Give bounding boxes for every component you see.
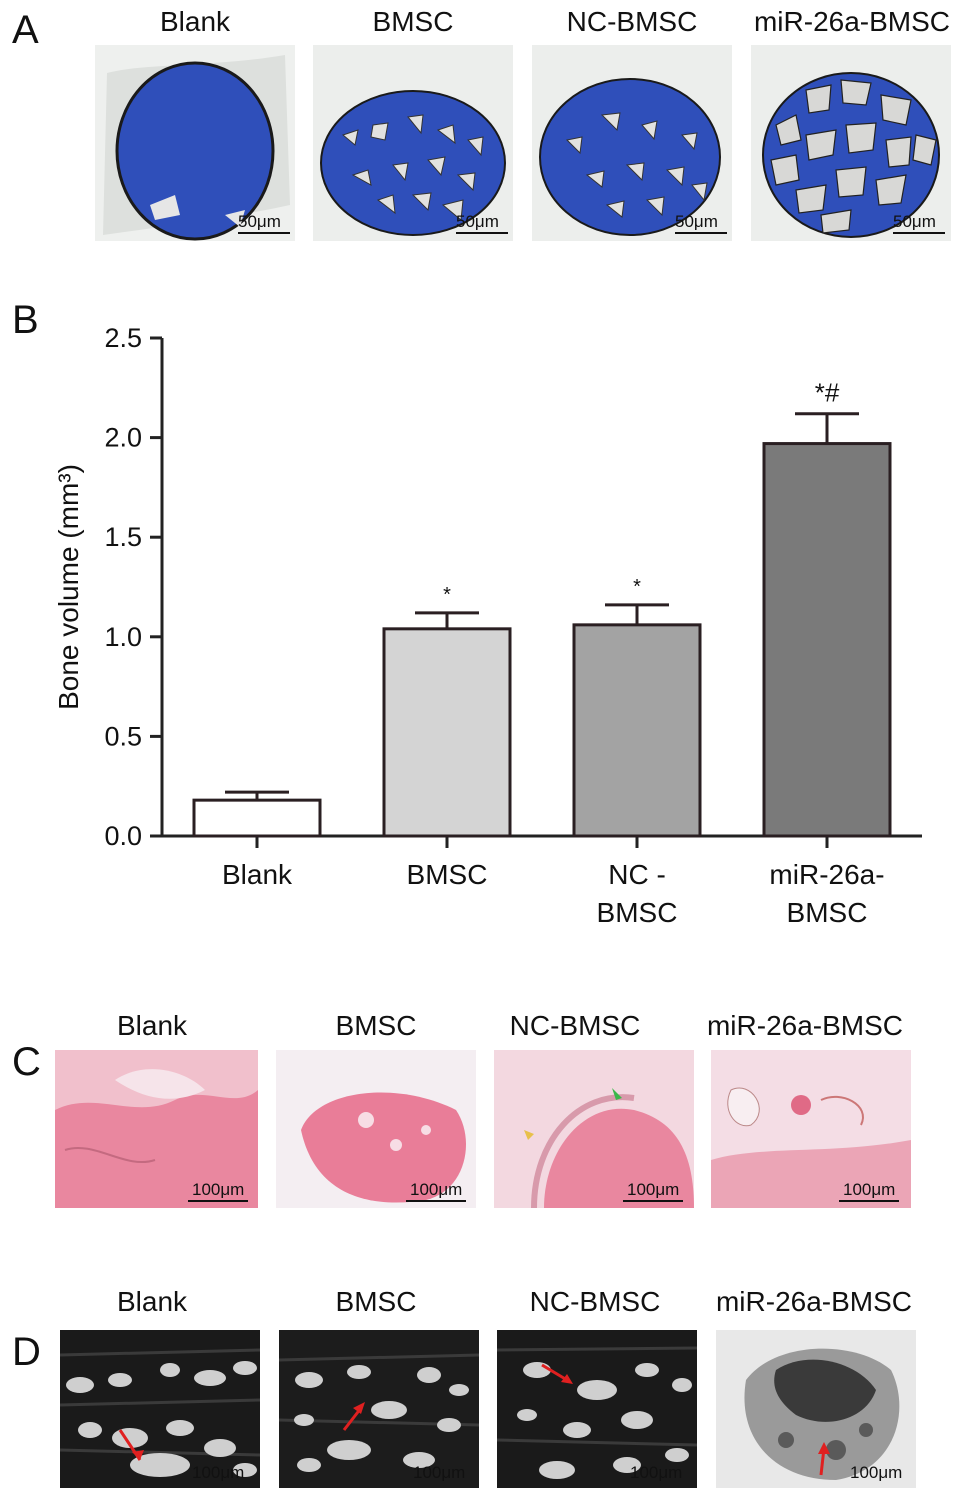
panel-c-label-nc-bmsc: NC-BMSC xyxy=(509,1010,641,1041)
y-tick-label: 2.5 xyxy=(104,323,142,353)
panel-a-scale-label-2: 50μm xyxy=(456,212,499,231)
x-tick-label: miR-26a- xyxy=(769,859,884,890)
panel-c-letter: C xyxy=(12,1040,41,1084)
panel-d-scale-label-4: 100μm xyxy=(850,1463,903,1482)
y-tick-label: 1.5 xyxy=(104,522,142,552)
x-tick-label: NC - xyxy=(608,859,666,890)
he-stain-image-bmsc xyxy=(276,1050,476,1208)
panel-d-label-bmsc: BMSC xyxy=(335,1286,417,1317)
panel-d-letter: D xyxy=(12,1330,41,1374)
bw-stain-image-mir26a-bmsc xyxy=(716,1330,916,1488)
chart-bars xyxy=(192,412,892,838)
panel-a-scale-label-1: 50μm xyxy=(238,212,281,231)
bw-stain-image-nc-bmsc xyxy=(497,1330,697,1488)
panel-c-scale-line-1 xyxy=(188,1200,248,1202)
y-tick-label: 0.5 xyxy=(104,721,142,751)
y-axis-label: Bone volume (mm³) xyxy=(53,464,84,710)
panel-a-scale-line-1 xyxy=(238,232,290,234)
bar xyxy=(572,623,702,838)
panel-a-scale-line-4 xyxy=(893,232,945,234)
panel-a-scale-label-4: 50μm xyxy=(893,212,936,231)
panel-d-label-mir26a-bmsc: miR-26a-BMSC xyxy=(715,1286,913,1317)
x-tick-label: BMSC xyxy=(787,897,868,928)
bw-stain-image-blank xyxy=(60,1330,260,1488)
panel-a-label-bmsc: BMSC xyxy=(372,6,454,37)
microct-image-mir26a-bmsc xyxy=(751,45,951,241)
significance-label: * xyxy=(633,576,641,598)
panel-a-scale-line-2 xyxy=(456,232,508,234)
y-tick-label: 2.0 xyxy=(104,423,142,453)
panel-c-scale-line-4 xyxy=(839,1200,899,1202)
panel-a-label-mir26a-bmsc: miR-26a-BMSC xyxy=(753,6,951,37)
panel-c-label-blank: Blank xyxy=(116,1010,188,1041)
panel-c-scale-line-3 xyxy=(623,1200,683,1202)
panel-a-label-blank: Blank xyxy=(159,6,231,37)
bone-volume-chart: 0.0 0.5 1.0 1.5 2.0 2.5 Bone volume (mm³) Blank… xyxy=(53,323,922,928)
panel-a-scale-line-3 xyxy=(675,232,727,234)
significance-label: * xyxy=(443,584,451,606)
microct-image-nc-bmsc xyxy=(532,45,732,241)
panel-c-label-bmsc: BMSC xyxy=(335,1010,417,1041)
x-tick-label: BMSC xyxy=(407,859,488,890)
panel-d-label-nc-bmsc: NC-BMSC xyxy=(529,1286,661,1317)
panel-a-scale-label-3: 50μm xyxy=(675,212,718,231)
panel-d-label-blank: Blank xyxy=(116,1286,188,1317)
panel-c-scale-label-4: 100μm xyxy=(843,1180,896,1199)
he-stain-image-blank xyxy=(55,1050,258,1208)
y-tick-label: 0.0 xyxy=(104,821,142,851)
panel-c-scale-line-2 xyxy=(406,1200,466,1202)
he-stain-image-nc-bmsc xyxy=(494,1050,694,1208)
he-stain-image-mir26a-bmsc xyxy=(711,1050,911,1208)
panel-a-letter: A xyxy=(12,8,39,52)
y-tick-label: 1.0 xyxy=(104,622,142,652)
microct-image-blank xyxy=(95,45,295,241)
panel-d-scale-label-1: 100μm xyxy=(192,1463,245,1482)
chart-labels: 0.0 0.5 1.0 1.5 2.0 2.5 Bone volume (mm³) Blank… xyxy=(53,323,885,928)
bar xyxy=(382,627,512,838)
microct-image-bmsc xyxy=(313,45,513,241)
significance-label: *# xyxy=(815,378,840,408)
panel-d-scale-label-2: 100μm xyxy=(413,1463,466,1482)
panel-c-scale-label-2: 100μm xyxy=(410,1180,463,1199)
panel-b-letter: B xyxy=(12,298,39,342)
x-tick-label: Blank xyxy=(222,859,293,890)
panel-c-scale-label-1: 100μm xyxy=(192,1180,245,1199)
panel-c-label-mir26a-bmsc: miR-26a-BMSC xyxy=(706,1010,904,1041)
panel-a-label-nc-bmsc: NC-BMSC xyxy=(566,6,698,37)
bw-stain-image-bmsc xyxy=(279,1330,479,1488)
bar xyxy=(762,442,892,838)
x-tick-label: BMSC xyxy=(597,897,678,928)
panel-c-scale-label-3: 100μm xyxy=(627,1180,680,1199)
panel-d-scale-label-3: 100μm xyxy=(630,1463,683,1482)
bar xyxy=(192,798,322,838)
